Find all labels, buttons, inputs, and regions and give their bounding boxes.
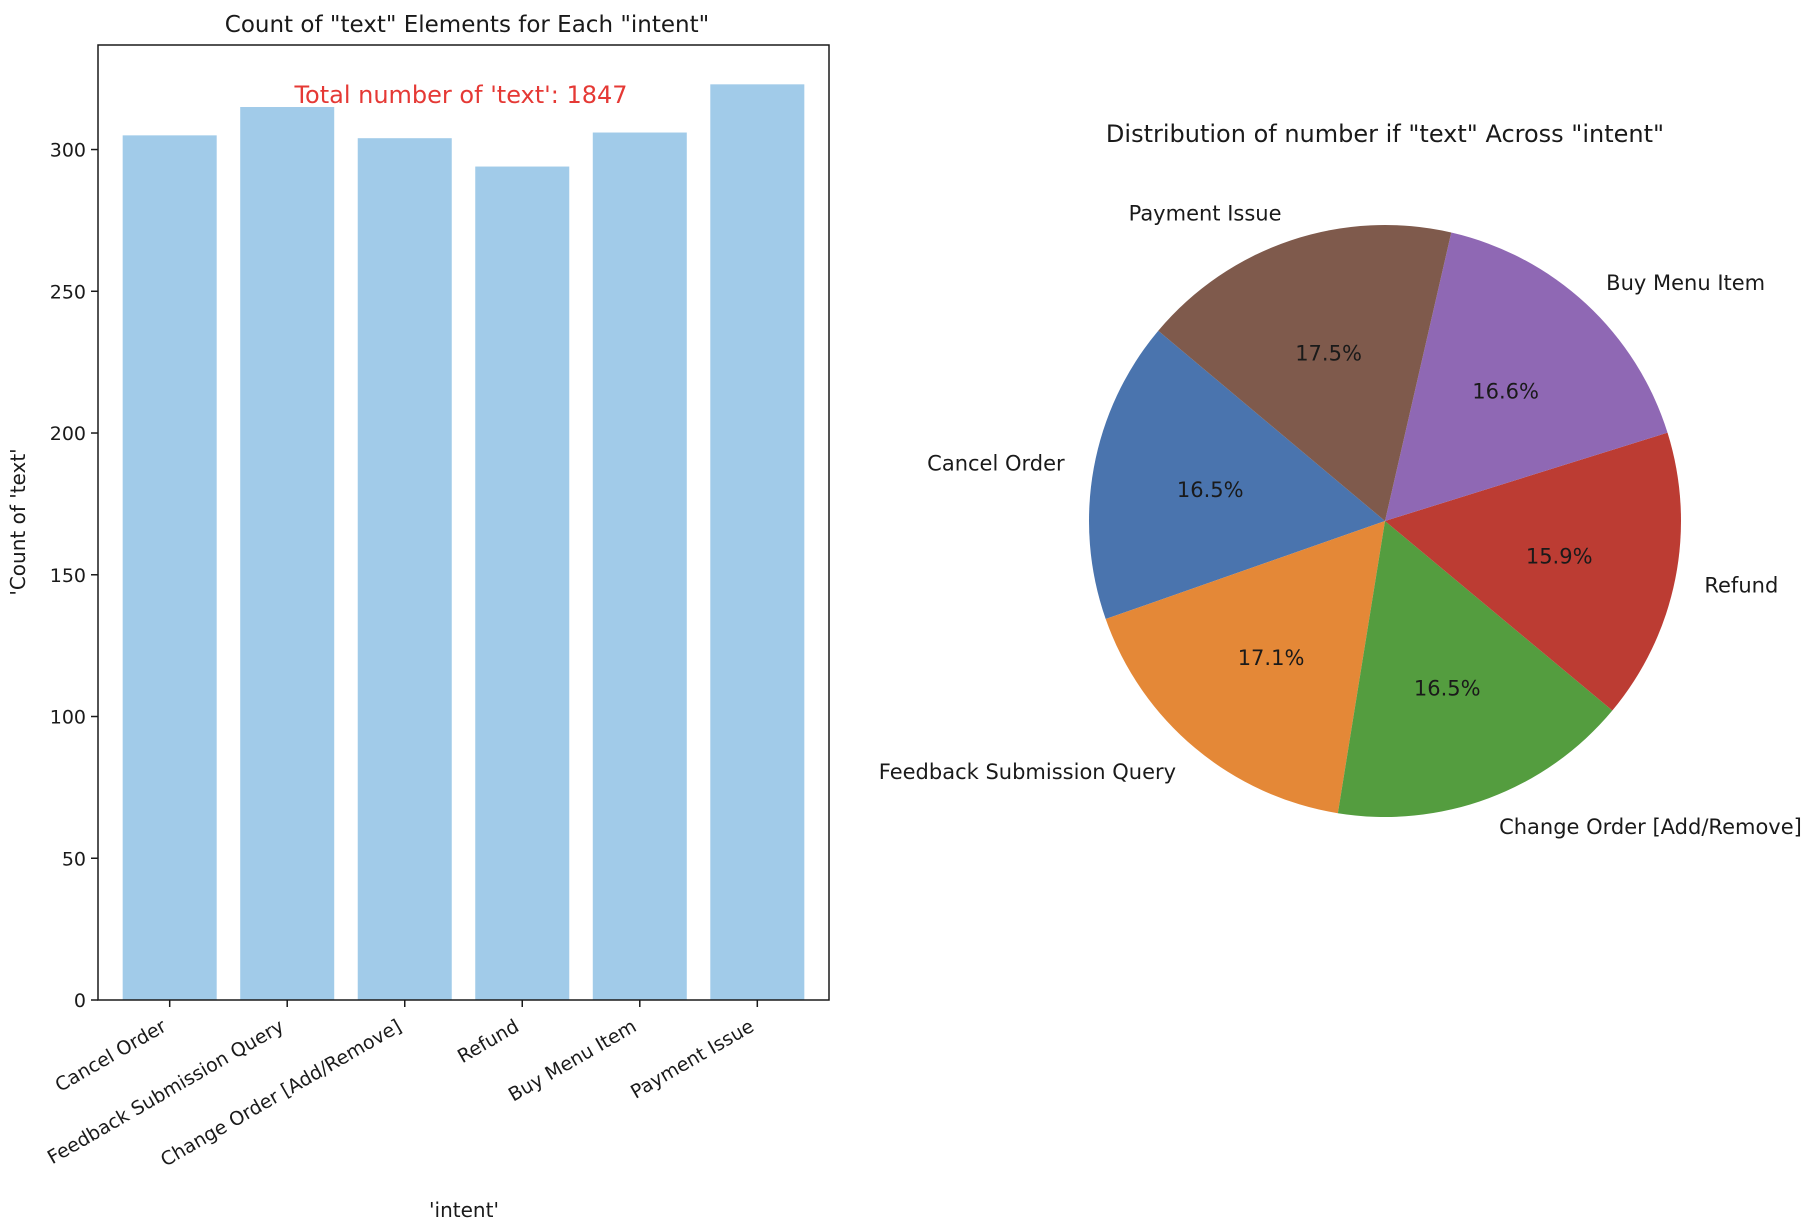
pie-pct-label: 17.1% xyxy=(1238,646,1305,670)
y-tick-label: 150 xyxy=(50,565,86,587)
total-annotation: Total number of 'text': 1847 xyxy=(293,81,627,109)
bar-feedback-submission-query xyxy=(240,107,335,1001)
pie-chart-title: Distribution of number if "text" Across … xyxy=(1106,120,1664,148)
pie-pct-label: 16.6% xyxy=(1472,380,1539,404)
bar-refund xyxy=(475,166,570,1000)
pie-pct-label: 15.9% xyxy=(1526,545,1593,569)
bar-buy-menu-item xyxy=(592,132,687,1000)
y-tick-label: 300 xyxy=(50,140,86,162)
y-tick-label: 0 xyxy=(74,990,86,1012)
x-tick-label-change-order-add-remove: Change Order [Add/Remove] xyxy=(157,1015,405,1171)
pie-slice-cancel-order xyxy=(1089,330,1385,620)
pie-label-change-order-add-remove: Change Order [Add/Remove] xyxy=(1499,815,1802,839)
x-tick-label-refund: Refund xyxy=(454,1015,523,1067)
bar-y-axis-label: 'Count of 'text' xyxy=(6,448,30,595)
pie-slice-refund xyxy=(1385,432,1681,711)
pie-pct-label: 16.5% xyxy=(1414,676,1481,700)
x-tick-label-feedback-submission-query: Feedback Submission Query xyxy=(44,1015,288,1169)
pie-slice-feedback-submission-query xyxy=(1105,521,1385,814)
y-tick-label: 50 xyxy=(62,848,86,870)
y-tick-label: 100 xyxy=(50,707,86,729)
bar-y-axis: 0 50 100 150 200 250 300 xyxy=(50,140,98,1012)
pie-slice-buy-menu-item xyxy=(1385,232,1668,521)
x-tick-label-payment-issue: Payment Issue xyxy=(627,1015,758,1103)
pie-label-refund: Refund xyxy=(1704,573,1778,597)
bar-chart: Count of "text" Elements for Each "inten… xyxy=(6,12,830,1222)
y-tick-label: 250 xyxy=(50,281,86,303)
pie-label-feedback-submission-query: Feedback Submission Query xyxy=(879,760,1176,784)
bar-x-axis-label: 'intent' xyxy=(429,1198,499,1222)
bar-cancel-order xyxy=(122,135,217,1000)
bar-plot-frame xyxy=(97,44,830,1001)
pie-label-cancel-order: Cancel Order xyxy=(927,452,1065,476)
pie-pct-label: 17.5% xyxy=(1295,342,1362,366)
bar-payment-issue xyxy=(710,84,805,1001)
pie-label-buy-menu-item: Buy Menu Item xyxy=(1606,271,1765,295)
pie-slice-payment-issue xyxy=(1158,224,1452,521)
bar-marks xyxy=(122,84,805,1001)
x-tick-label-buy-menu-item: Buy Menu Item xyxy=(505,1015,641,1106)
bar-change-order-add-remove xyxy=(357,138,452,1001)
pie-chart: Distribution of number if "text" Across … xyxy=(879,120,1802,839)
pie-label-payment-issue: Payment Issue xyxy=(1129,201,1282,225)
y-tick-label: 200 xyxy=(50,423,86,445)
bar-chart-title: Count of "text" Elements for Each "inten… xyxy=(225,12,709,38)
pie-labels: 16.5% Cancel Order 17.1% Feedback Submissio… xyxy=(879,201,1802,839)
pie-marks xyxy=(1089,224,1681,817)
x-tick-label-cancel-order: Cancel Order xyxy=(51,1015,170,1096)
pie-slice-change-order-add-remove xyxy=(1337,521,1613,817)
pie-pct-label: 16.5% xyxy=(1177,478,1244,502)
